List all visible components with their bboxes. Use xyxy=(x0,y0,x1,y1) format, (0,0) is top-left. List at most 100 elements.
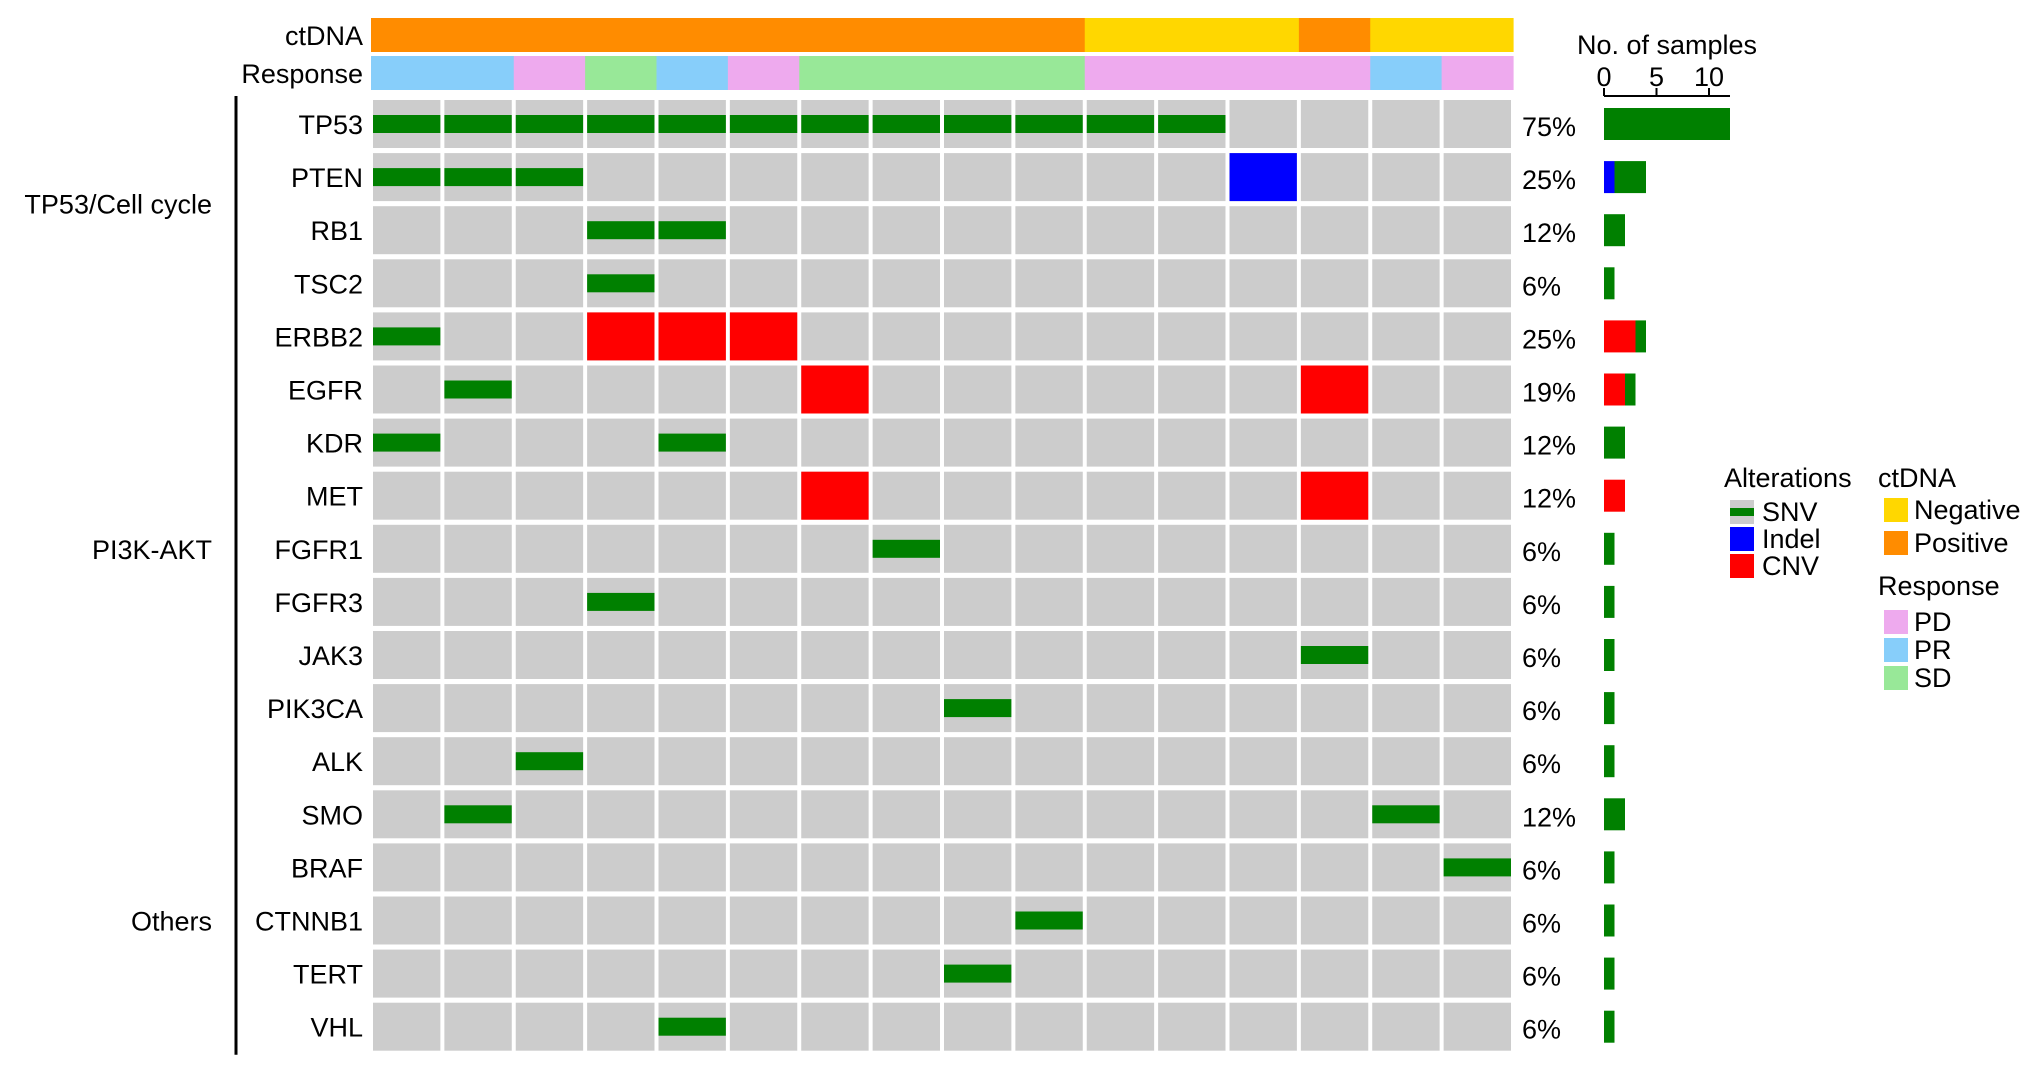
matrix-cell xyxy=(1015,949,1083,998)
matrix-cell xyxy=(1086,206,1155,255)
matrix-cell xyxy=(444,471,512,520)
ctdna-track-cell xyxy=(942,18,1014,52)
ctdna-track-cell xyxy=(371,18,443,52)
snv-mark xyxy=(729,115,798,133)
matrix-cell xyxy=(1372,100,1440,148)
snv-mark xyxy=(444,380,512,399)
count-bar-snv xyxy=(1604,426,1625,459)
gene-percent: 6% xyxy=(1522,1015,1561,1045)
group-label: Others xyxy=(131,907,212,937)
matrix-cell xyxy=(1300,524,1369,573)
matrix-cell xyxy=(944,737,1012,786)
matrix-cell xyxy=(587,843,655,892)
matrix-cell xyxy=(1443,312,1511,361)
response-track-cell xyxy=(1227,56,1300,90)
matrix-cell xyxy=(729,577,798,626)
matrix-cell xyxy=(801,949,869,998)
matrix-cell xyxy=(1158,843,1226,892)
ctdna-track-cell xyxy=(1227,18,1300,52)
matrix-cell xyxy=(872,206,940,255)
matrix-cell xyxy=(801,1002,869,1051)
matrix-cell xyxy=(1158,737,1226,786)
matrix-cell xyxy=(872,790,940,839)
gene-label: VHL xyxy=(310,1013,363,1043)
gene-label: FGFR3 xyxy=(274,588,363,618)
matrix-cell xyxy=(729,524,798,573)
gene-percent: 12% xyxy=(1522,802,1576,832)
matrix-cell xyxy=(729,790,798,839)
matrix-cell xyxy=(1015,153,1083,202)
matrix-cell xyxy=(658,471,726,520)
matrix-cell xyxy=(1372,206,1440,255)
matrix-cell xyxy=(1443,153,1511,202)
matrix-cell xyxy=(1443,631,1511,679)
matrix-cell xyxy=(373,896,441,945)
matrix-cell xyxy=(801,259,869,308)
matrix-cell xyxy=(1229,312,1297,361)
matrix-cell xyxy=(1015,312,1083,361)
matrix-cell xyxy=(658,790,726,839)
count-bar-cnv xyxy=(1604,479,1625,512)
matrix-cell xyxy=(1158,153,1226,202)
matrix-cell xyxy=(872,259,940,308)
matrix-cell xyxy=(801,843,869,892)
matrix-cell xyxy=(1158,312,1226,361)
count-bar-snv xyxy=(1604,532,1615,565)
matrix-cell xyxy=(1300,418,1369,467)
ctdna-track-cell xyxy=(585,18,658,52)
gene-label: RB1 xyxy=(310,216,363,246)
matrix-cell xyxy=(872,896,940,945)
matrix-cell xyxy=(1086,577,1155,626)
matrix-cell xyxy=(1443,1002,1511,1051)
matrix-cell xyxy=(444,259,512,308)
count-bar-snv xyxy=(1635,320,1646,353)
response-track-cell xyxy=(1441,56,1514,90)
response-track-cell xyxy=(585,56,658,90)
matrix-cell xyxy=(444,737,512,786)
matrix-cell xyxy=(1158,949,1226,998)
legend-swatch-indel xyxy=(1730,527,1754,551)
legend-item-positive: Positive xyxy=(1914,528,2009,558)
matrix-cell xyxy=(1300,896,1369,945)
gene-percent: 6% xyxy=(1522,537,1561,567)
matrix-cell xyxy=(944,259,1012,308)
ctdna-track-cell xyxy=(1298,18,1371,52)
matrix-cell xyxy=(729,631,798,679)
matrix-cell xyxy=(729,418,798,467)
matrix-cell xyxy=(1300,312,1369,361)
matrix-cell xyxy=(801,631,869,679)
count-bar-snv xyxy=(1604,957,1615,990)
matrix-cell xyxy=(1229,259,1297,308)
matrix-cell xyxy=(872,153,940,202)
count-bar-indel xyxy=(1604,161,1615,194)
matrix-cell xyxy=(373,949,441,998)
response-track-cell xyxy=(870,56,943,90)
matrix-cell xyxy=(1158,471,1226,520)
legend-swatch-sd xyxy=(1884,666,1908,690)
matrix-cell xyxy=(1372,737,1440,786)
matrix-cell xyxy=(1443,418,1511,467)
matrix-cell xyxy=(944,153,1012,202)
count-bar-snv xyxy=(1604,851,1615,884)
legend-swatch-pd xyxy=(1884,610,1908,634)
matrix-cell xyxy=(944,365,1012,414)
matrix-cell xyxy=(944,524,1012,573)
cnv-mark xyxy=(801,365,869,414)
legend-item-cnv: CNV xyxy=(1762,551,1819,581)
matrix-cell xyxy=(658,737,726,786)
matrix-cell xyxy=(444,684,512,733)
matrix-cell xyxy=(1086,949,1155,998)
matrix-cell xyxy=(801,524,869,573)
matrix-cell xyxy=(944,206,1012,255)
gene-label: BRAF xyxy=(291,853,363,883)
indel-mark xyxy=(1229,153,1297,202)
matrix-cell xyxy=(1443,790,1511,839)
matrix-cell xyxy=(658,365,726,414)
matrix-cell xyxy=(1086,896,1155,945)
cnv-mark xyxy=(729,312,798,361)
matrix-cell xyxy=(515,365,584,414)
matrix-cell xyxy=(515,312,584,361)
snv-mark xyxy=(1015,115,1083,133)
matrix-cell xyxy=(729,365,798,414)
matrix-cell xyxy=(1229,684,1297,733)
